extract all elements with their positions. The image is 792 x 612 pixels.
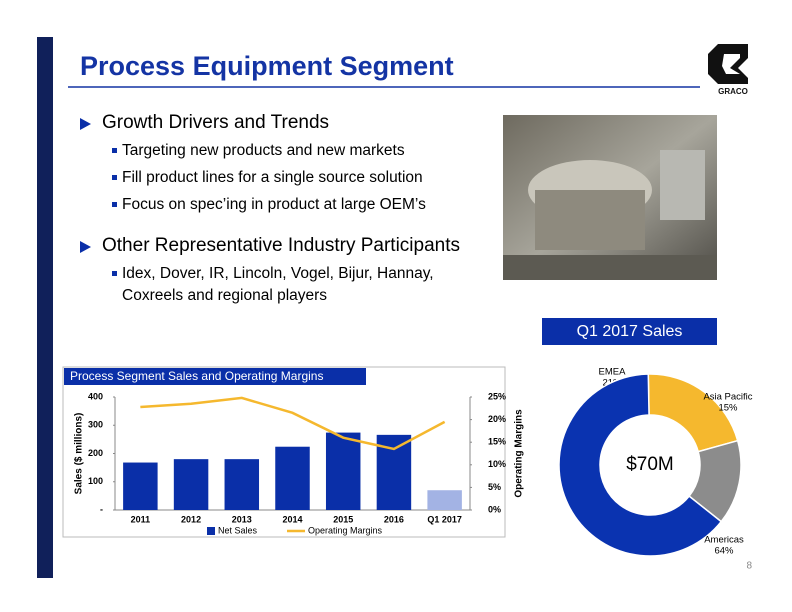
logo-text: GRACO [718, 87, 748, 96]
bullet: Other Representative Industry Participan… [80, 235, 490, 257]
bullet-list: Growth Drivers and Trends Targeting new p… [80, 112, 490, 312]
sub-bullet: Focus on spec’ing in product at large OE… [112, 194, 490, 216]
bar [224, 459, 260, 510]
slide-title: Process Equipment Segment [80, 51, 454, 81]
slice-value-label: 64% [714, 546, 734, 557]
bar [427, 490, 462, 510]
chart-frame [62, 366, 506, 538]
x-tick-label: 2015 [333, 514, 353, 524]
y-tick-label: 400 [88, 391, 103, 401]
bar [173, 459, 209, 510]
legend-label: Operating Margins [308, 525, 383, 535]
y-tick-label: 200 [88, 448, 103, 458]
x-tick-label: 2014 [282, 514, 302, 524]
y2-axis-label: Operating Margins [514, 409, 525, 498]
side-stripe [37, 37, 53, 578]
sub-bullet: Targeting new products and new markets [112, 140, 490, 162]
page-number: 8 [746, 561, 752, 572]
slice-label: Americas [704, 535, 744, 546]
donut-center-label: $70M [626, 454, 674, 475]
logo: GRACO [708, 44, 748, 96]
y2-tick-label: 10% [488, 459, 506, 469]
y-tick-label: 100 [88, 476, 103, 486]
y2-tick-label: 5% [488, 482, 501, 492]
y2-tick-label: 0% [488, 504, 501, 514]
pie-title-band [542, 318, 717, 345]
slice-label: EMEA [599, 367, 627, 378]
slice-value-label: 15% [718, 403, 738, 414]
sub-bullet: Fill product lines for a single source s… [112, 167, 490, 189]
x-tick-label: Q1 2017 [427, 514, 462, 524]
chart-title: Process Segment Sales and Operating Marg… [70, 369, 323, 383]
chart-title-band [64, 368, 366, 385]
bar [325, 432, 361, 510]
y2-tick-label: 25% [488, 391, 506, 401]
x-tick-label: 2011 [131, 514, 151, 524]
bar [123, 462, 158, 510]
donut-slice [558, 373, 723, 557]
x-tick-label: 2013 [232, 514, 252, 524]
y2-tick-label: 15% [488, 437, 506, 447]
legend-label: Net Sales [218, 525, 258, 535]
line [140, 396, 446, 451]
bullet: Growth Drivers and Trends [80, 112, 490, 134]
y2-tick-label: 20% [488, 414, 506, 424]
x-tick-label: 2012 [181, 514, 201, 524]
bar [275, 446, 310, 510]
slice-label: Asia Pacific [703, 392, 752, 403]
legend-swatch [207, 527, 215, 535]
sub-bullet: Idex, Dover, IR, Lincoln, Vogel, Bijur, … [112, 263, 490, 307]
x-tick-label: 2016 [384, 514, 404, 524]
y-axis-label: Sales ($ millions) [74, 413, 85, 495]
y-tick-label: - [100, 504, 103, 514]
photo [503, 115, 717, 280]
y-tick-label: 300 [88, 420, 103, 430]
pie-title: Q1 2017 Sales [577, 323, 683, 340]
